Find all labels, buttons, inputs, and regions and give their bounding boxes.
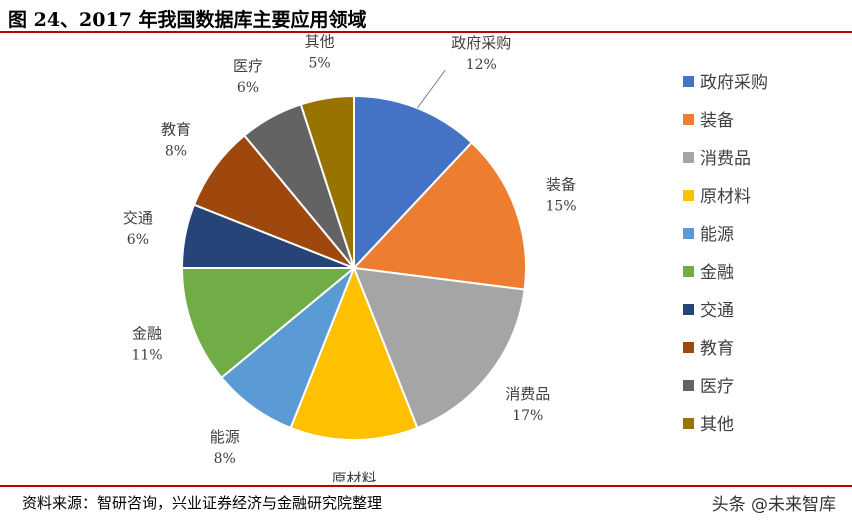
slice-value-5: 8% (214, 451, 236, 467)
pie-slice-4 (289, 265, 419, 441)
slice-label-5: 能源 (210, 428, 240, 446)
pie-slices (180, 94, 527, 441)
pie-slice-10 (299, 94, 355, 269)
legend-swatch-6 (683, 266, 694, 277)
slice-value-6: 11% (131, 348, 162, 364)
slice-label-1: 政府采购 (451, 34, 511, 52)
legend-label-3: 消费品 (700, 149, 751, 169)
legend-label-5: 能源 (700, 225, 734, 245)
legend-label-7: 交通 (700, 301, 734, 321)
leader-line-1 (416, 69, 446, 109)
slice-label-9: 医疗 (233, 57, 263, 75)
legend-swatch-4 (683, 190, 694, 201)
source-note: 资料来源：智研咨询，兴业证券经济与金融研究院整理 (22, 494, 383, 512)
legend-label-10: 其他 (700, 415, 734, 435)
legend-label-8: 教育 (700, 339, 734, 359)
slice-label-8: 教育 (161, 121, 191, 139)
slice-label-6: 金融 (132, 325, 162, 343)
pie-slice-2 (351, 141, 527, 291)
pie-slice-3 (352, 266, 526, 430)
slice-value-3: 17% (512, 408, 543, 424)
legend-label-9: 医疗 (700, 377, 734, 397)
slice-value-10: 5% (308, 56, 330, 72)
leader-lines (416, 69, 446, 109)
legend-label-1: 政府采购 (700, 73, 768, 93)
figure-title: 图 24、2017 年我国数据库主要应用领域 (8, 9, 367, 31)
slice-label-4: 原材料 (331, 470, 376, 482)
watermark: 头条 @未来智库 (711, 495, 836, 515)
legend-label-4: 原材料 (700, 187, 751, 207)
legend-swatch-9 (683, 380, 694, 391)
legend-swatch-5 (683, 228, 694, 239)
slice-value-7: 6% (127, 232, 149, 248)
legend-swatch-7 (683, 304, 694, 315)
slice-labels: 政府采购12%装备15%消费品17%原材料12%能源8%金融11%交通6%教育8… (123, 34, 577, 482)
title-rule (0, 31, 852, 33)
legend-swatch-10 (683, 418, 694, 429)
legend-swatch-3 (683, 152, 694, 163)
legend-swatch-2 (683, 114, 694, 125)
slice-label-3: 消费品 (505, 385, 550, 403)
slice-value-9: 6% (237, 80, 259, 96)
legend-swatch-8 (683, 342, 694, 353)
source-rule (0, 485, 852, 487)
slice-value-2: 15% (545, 199, 576, 215)
slice-label-10: 其他 (305, 34, 335, 51)
legend-swatch-1 (683, 76, 694, 87)
slice-value-1: 12% (466, 57, 497, 73)
slice-label-2: 装备 (546, 176, 576, 194)
slice-label-7: 交通 (123, 209, 153, 227)
legend-label-2: 装备 (700, 111, 734, 131)
legend-label-6: 金融 (700, 263, 734, 283)
pie-slice-6 (180, 267, 357, 380)
pie-chart: 政府采购12%装备15%消费品17%原材料12%能源8%金融11%交通6%教育8… (123, 34, 768, 482)
slice-value-8: 8% (165, 144, 187, 160)
